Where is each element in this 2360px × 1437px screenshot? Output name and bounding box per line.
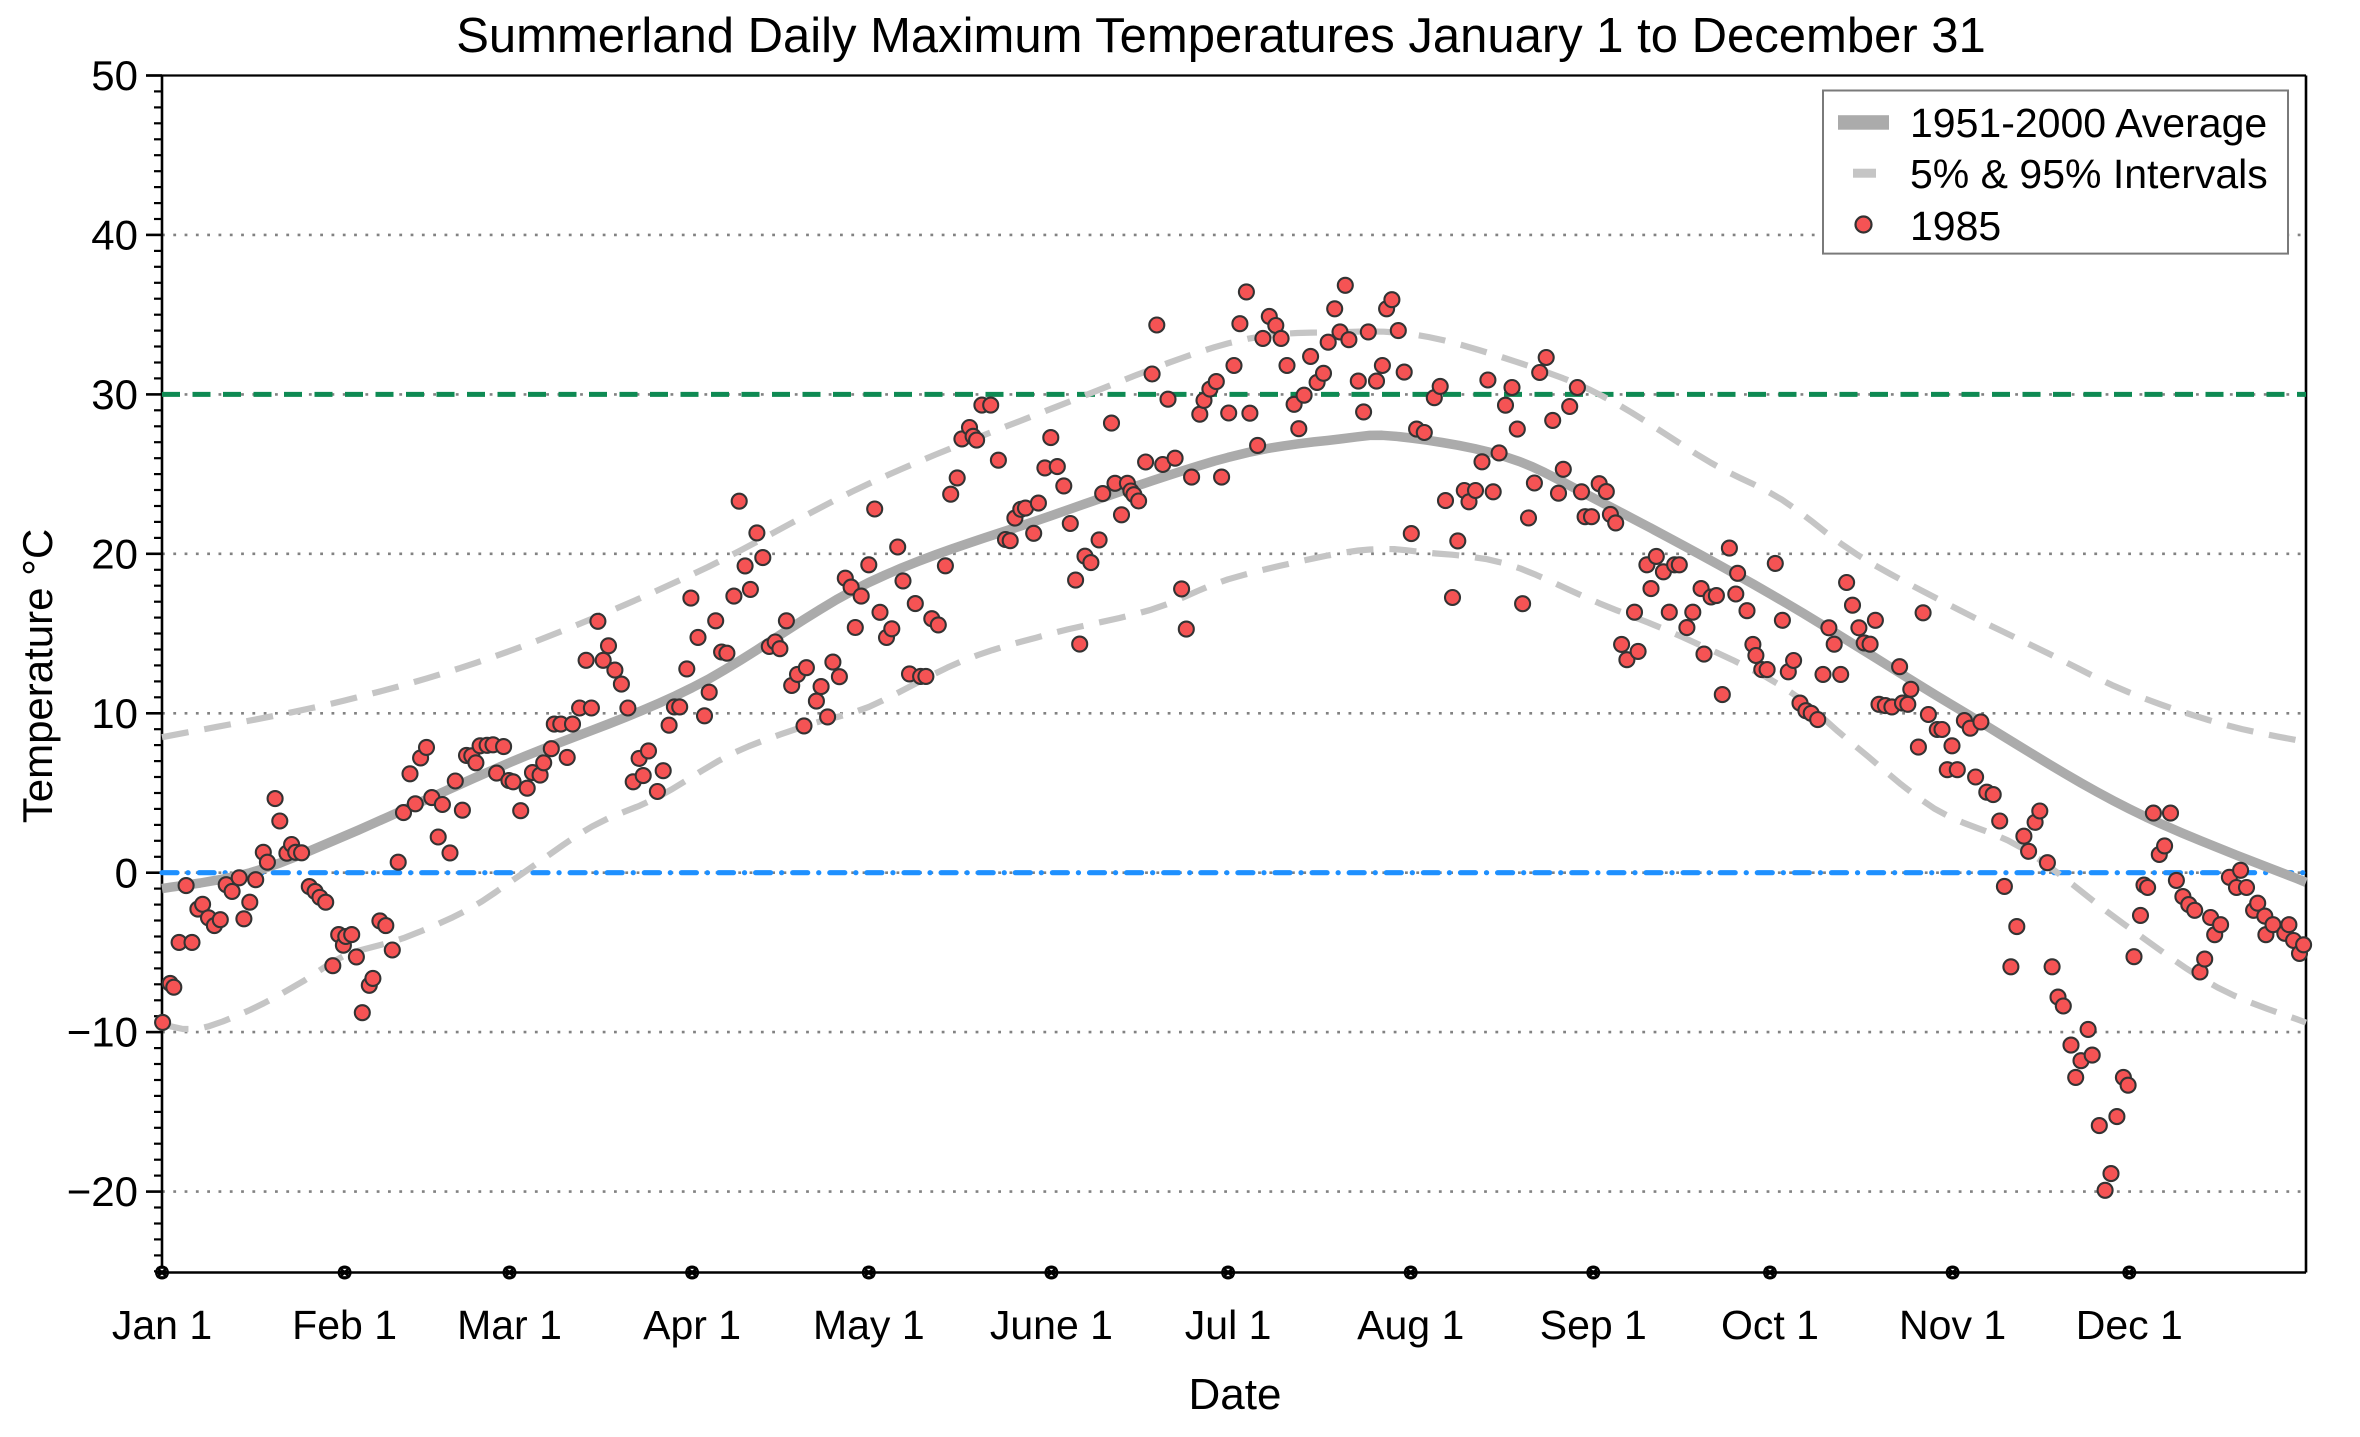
svg-text:30: 30 [91, 371, 138, 418]
svg-text:Sep 1: Sep 1 [1540, 1302, 1647, 1348]
svg-text:Apr 1: Apr 1 [643, 1302, 741, 1348]
svg-text:10: 10 [91, 690, 138, 737]
svg-text:Temperature °C: Temperature °C [14, 529, 61, 824]
svg-text:−10: −10 [67, 1009, 138, 1056]
svg-text:Jul 1: Jul 1 [1185, 1302, 1272, 1348]
svg-text:May 1: May 1 [813, 1302, 925, 1348]
svg-text:1951-2000 Average: 1951-2000 Average [1910, 100, 2267, 146]
svg-text:June 1: June 1 [990, 1302, 1113, 1348]
svg-text:Feb 1: Feb 1 [292, 1302, 397, 1348]
svg-text:1985: 1985 [1910, 203, 2001, 249]
svg-text:Mar 1: Mar 1 [457, 1302, 562, 1348]
svg-text:50: 50 [91, 52, 138, 99]
svg-text:40: 40 [91, 212, 138, 259]
svg-text:Jan 1: Jan 1 [112, 1302, 212, 1348]
svg-text:0: 0 [115, 849, 138, 896]
svg-text:Nov 1: Nov 1 [1899, 1302, 2006, 1348]
svg-text:−20: −20 [67, 1168, 138, 1215]
svg-text:Aug 1: Aug 1 [1357, 1302, 1464, 1348]
svg-text:Dec 1: Dec 1 [2076, 1302, 2183, 1348]
svg-text:20: 20 [91, 530, 138, 577]
svg-text:5% & 95% Intervals: 5% & 95% Intervals [1910, 151, 2268, 197]
svg-text:Date: Date [1189, 1370, 1282, 1419]
svg-text:Summerland Daily Maximum Tempe: Summerland Daily Maximum Temperatures Ja… [456, 9, 1986, 63]
svg-text:Oct 1: Oct 1 [1721, 1302, 1819, 1348]
